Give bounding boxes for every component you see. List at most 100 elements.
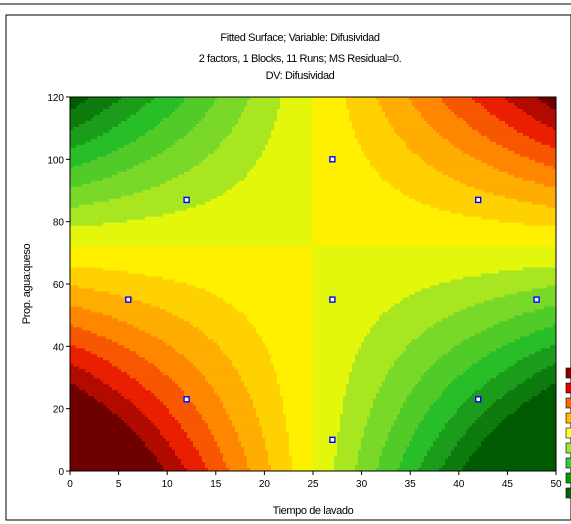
contour-cell	[478, 153, 482, 158]
contour-cell	[382, 132, 386, 137]
contour-cell	[514, 102, 518, 107]
contour-cell	[286, 132, 290, 137]
contour-cell	[85, 174, 89, 179]
contour-cell	[346, 174, 350, 179]
contour-cell	[352, 174, 356, 179]
contour-cell	[274, 114, 278, 119]
contour-cell	[94, 177, 98, 182]
contour-cell	[163, 165, 167, 170]
contour-cell	[70, 162, 74, 167]
contour-cell	[445, 156, 449, 161]
contour-cell	[415, 138, 419, 143]
contour-cell	[532, 126, 536, 131]
contour-cell	[322, 126, 326, 131]
contour-cell	[250, 186, 254, 191]
contour-cell	[325, 141, 329, 146]
contour-cell	[133, 174, 137, 179]
contour-cell	[136, 156, 140, 161]
contour-cell	[469, 180, 473, 185]
contour-cell	[487, 114, 491, 119]
contour-cell	[325, 153, 329, 158]
contour-cell	[274, 177, 278, 182]
contour-cell	[118, 156, 122, 161]
contour-cell	[445, 126, 449, 131]
contour-cell	[103, 138, 107, 143]
contour-cell	[157, 138, 161, 143]
contour-cell	[439, 129, 443, 134]
contour-cell	[340, 171, 344, 176]
contour-cell	[304, 141, 308, 146]
contour-cell	[325, 129, 329, 134]
contour-cell	[142, 183, 146, 188]
contour-cell	[355, 180, 359, 185]
contour-cell	[223, 123, 227, 128]
contour-cell	[223, 138, 227, 143]
contour-cell	[376, 99, 380, 104]
contour-cell	[73, 132, 77, 137]
contour-cell	[385, 102, 389, 107]
contour-cell	[430, 108, 434, 113]
contour-cell	[541, 123, 545, 128]
contour-cell	[166, 129, 170, 134]
contour-cell	[253, 174, 257, 179]
contour-cell	[496, 165, 500, 170]
contour-cell	[268, 159, 272, 164]
contour-cell	[205, 186, 209, 191]
contour-cell	[190, 159, 194, 164]
contour-cell	[268, 150, 272, 155]
contour-cell	[490, 156, 494, 161]
contour-cell	[466, 168, 470, 173]
contour-cell	[130, 114, 134, 119]
contour-cell	[484, 147, 488, 152]
contour-cell	[538, 156, 542, 161]
contour-cell	[232, 99, 236, 104]
contour-cell	[289, 105, 293, 110]
contour-cell	[391, 144, 395, 149]
contour-cell	[166, 150, 170, 155]
contour-cell	[127, 123, 131, 128]
contour-cell	[445, 111, 449, 116]
contour-cell	[379, 180, 383, 185]
contour-cell	[100, 162, 104, 167]
contour-cell	[352, 138, 356, 143]
contour-cell	[541, 147, 545, 152]
contour-cell	[337, 156, 341, 161]
contour-cell	[217, 147, 221, 152]
contour-cell	[187, 174, 191, 179]
contour-cell	[439, 97, 443, 101]
contour-cell	[424, 129, 428, 134]
contour-cell	[307, 186, 311, 191]
contour-cell	[445, 120, 449, 125]
contour-cell	[457, 105, 461, 110]
contour-cell	[466, 177, 470, 182]
contour-cell	[253, 180, 257, 185]
contour-cell	[73, 99, 77, 104]
contour-cell	[547, 120, 551, 125]
contour-cell	[406, 120, 410, 125]
contour-cell	[538, 147, 542, 152]
contour-cell	[337, 141, 341, 146]
contour-cell	[265, 117, 269, 122]
contour-cell	[247, 180, 251, 185]
contour-cell	[421, 108, 425, 113]
contour-cell	[358, 132, 362, 137]
contour-cell	[340, 162, 344, 167]
contour-cell	[115, 186, 119, 191]
contour-cell	[484, 138, 488, 143]
contour-cell	[469, 174, 473, 179]
contour-cell	[553, 165, 556, 170]
contour-cell	[451, 171, 455, 176]
contour-cell	[382, 135, 386, 140]
contour-cell	[352, 123, 356, 128]
contour-cell	[385, 153, 389, 158]
contour-cell	[289, 144, 293, 149]
contour-cell	[127, 108, 131, 113]
contour-cell	[145, 144, 149, 149]
contour-cell	[412, 186, 416, 191]
contour-cell	[187, 177, 191, 182]
contour-cell	[163, 135, 167, 140]
contour-cell	[457, 150, 461, 155]
contour-cell	[253, 99, 257, 104]
contour-cell	[535, 123, 539, 128]
contour-cell	[97, 153, 101, 158]
